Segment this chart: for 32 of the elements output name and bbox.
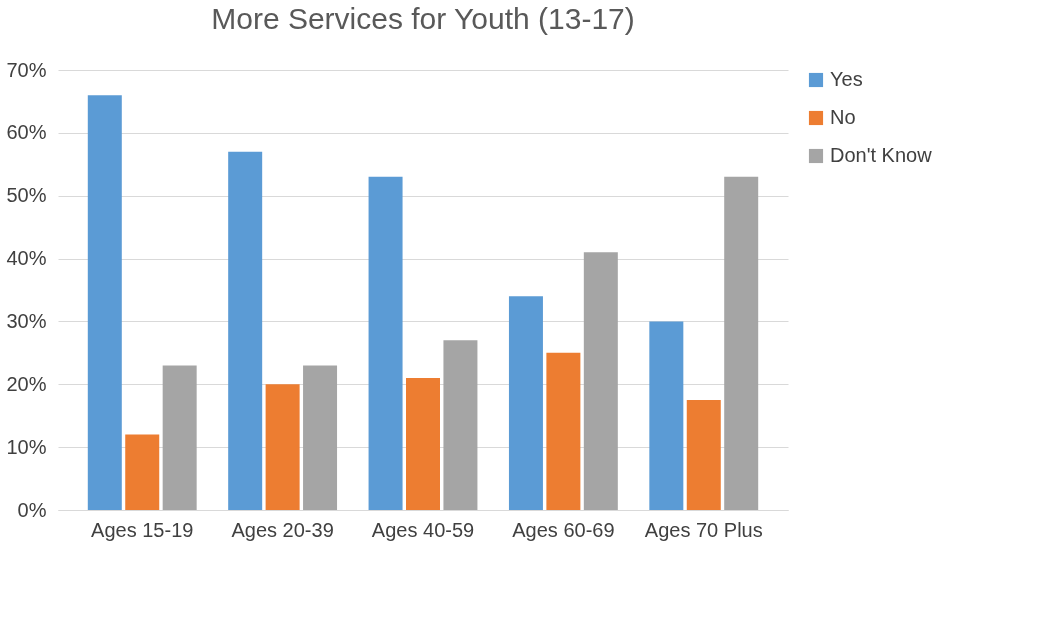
bar [583,252,618,510]
legend-label: No [830,106,856,128]
y-tick-label: 20% [6,372,47,395]
x-tick-label: Ages 70 Plus [644,518,763,541]
chart-title: More Services for Youth (13-17) [211,2,635,35]
bar [125,434,160,510]
bar [686,400,721,510]
bar [443,340,478,510]
x-tick-label: Ages 20-39 [231,518,334,541]
y-tick-label: 60% [6,121,47,144]
y-tick-label: 70% [6,58,47,81]
x-tick-label: Ages 40-59 [371,518,475,541]
bar [508,296,543,510]
x-tick-label: Ages 15-19 [91,518,194,541]
y-tick-label: 10% [6,435,47,458]
y-tick-label: 50% [6,184,47,207]
bar [162,365,197,510]
legend-label: Yes [830,68,863,90]
y-tick-label: 30% [6,309,47,332]
bar [265,384,300,510]
bar [724,176,759,510]
bar [406,378,440,510]
y-tick-label: 0% [17,498,47,521]
bar [228,151,263,510]
bar [303,365,338,510]
bar [649,321,684,510]
legend-label: Don't Know [830,144,933,166]
bar [546,352,581,510]
bar [87,95,122,510]
y-tick-label: 40% [6,247,47,270]
bar [368,176,403,510]
x-tick-label: Ages 60-69 [512,518,615,541]
